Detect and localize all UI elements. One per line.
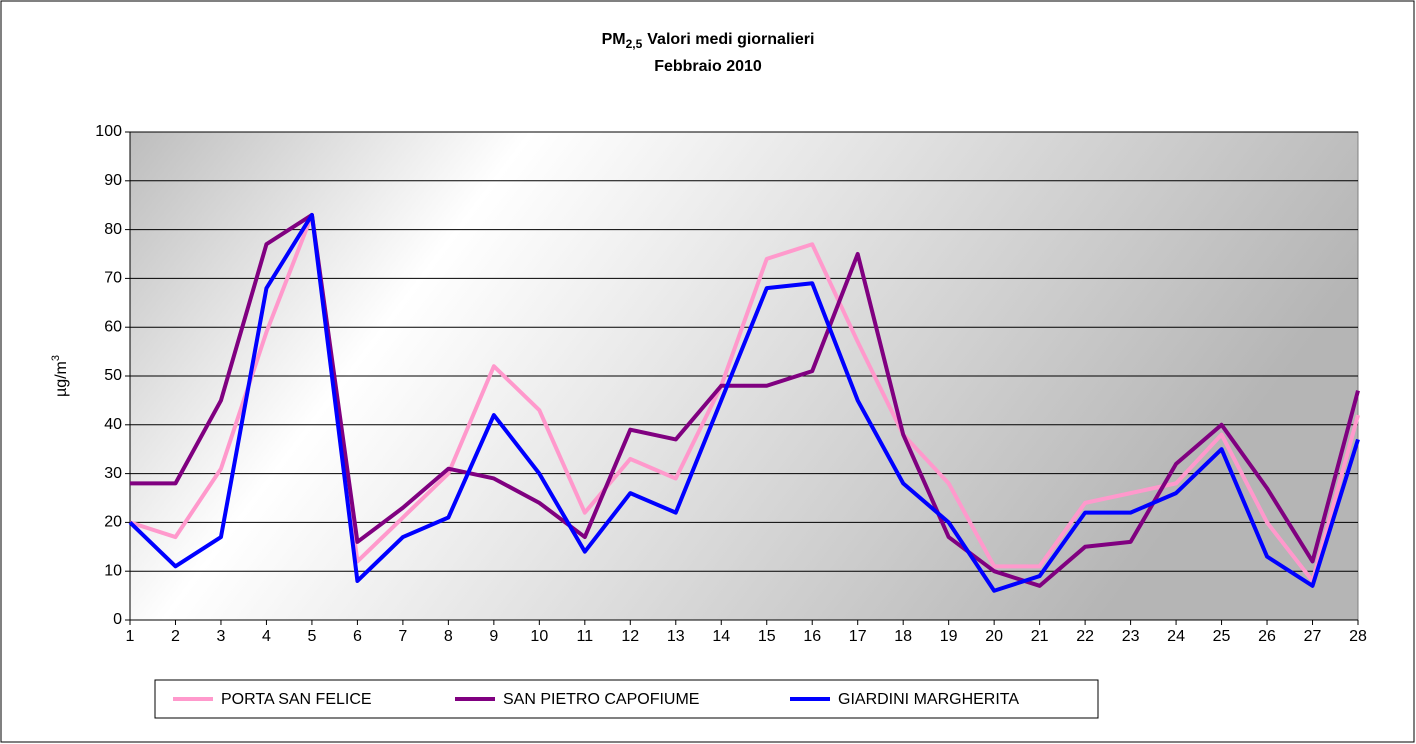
y-tick-label: 50 xyxy=(104,367,122,384)
y-tick-label: 60 xyxy=(104,318,122,335)
series-line xyxy=(128,212,1360,593)
y-tick-label: 80 xyxy=(104,221,122,238)
x-tick-label: 2 xyxy=(171,628,180,645)
legend xyxy=(154,679,1099,719)
legend-label: GIARDINI MARGHERITA xyxy=(838,691,1019,708)
x-tick-label: 9 xyxy=(489,628,498,645)
x-tick-label: 1 xyxy=(126,628,135,645)
y-tick-label: 90 xyxy=(104,172,122,189)
y-tick-label: 30 xyxy=(104,465,122,482)
y-tick-label: 20 xyxy=(104,514,122,531)
x-tick-label: 4 xyxy=(262,628,271,645)
x-tick-label: 18 xyxy=(894,628,912,645)
y-tick-label: 70 xyxy=(104,270,122,287)
x-tick-label: 6 xyxy=(353,628,362,645)
chart-subtitle: Febbraio 2010 xyxy=(654,58,762,75)
x-tick-label: 26 xyxy=(1258,628,1276,645)
x-tick-label: 23 xyxy=(1122,628,1140,645)
chart-title: PM2,5 Valori medi giornalieri xyxy=(602,31,815,51)
y-axis-label: µg/m3 xyxy=(50,355,70,397)
x-tick-label: 21 xyxy=(1031,628,1049,645)
x-tick-label: 15 xyxy=(758,628,776,645)
x-tick-label: 17 xyxy=(849,628,867,645)
x-tick-label: 7 xyxy=(398,628,407,645)
x-tick-label: 25 xyxy=(1213,628,1231,645)
y-tick-label: 0 xyxy=(113,611,122,628)
x-tick-label: 14 xyxy=(712,628,730,645)
x-tick-label: 16 xyxy=(803,628,821,645)
x-tick-label: 22 xyxy=(1076,628,1094,645)
x-tick-label: 19 xyxy=(940,628,958,645)
legend-label: SAN PIETRO CAPOFIUME xyxy=(503,691,699,708)
x-tick-label: 20 xyxy=(985,628,1003,645)
x-tick-label: 3 xyxy=(217,628,226,645)
x-tick-label: 27 xyxy=(1304,628,1322,645)
y-tick-label: 40 xyxy=(104,416,122,433)
x-tick-label: 12 xyxy=(621,628,639,645)
x-tick-label: 10 xyxy=(530,628,548,645)
x-tick-label: 24 xyxy=(1167,628,1185,645)
x-tick-label: 8 xyxy=(444,628,453,645)
y-tick-label: 100 xyxy=(95,123,122,140)
x-tick-label: 11 xyxy=(577,628,594,645)
title-main: PM xyxy=(602,31,626,48)
title-subscript: 2,5 xyxy=(626,37,643,51)
y-tick-label: 10 xyxy=(104,562,122,579)
y-label-main: µg/m xyxy=(53,361,70,397)
y-label-superscript: 3 xyxy=(50,355,62,361)
legend-label: PORTA SAN FELICE xyxy=(221,691,372,708)
title-rest: Valori medi giornalieri xyxy=(647,31,814,48)
x-tick-label: 5 xyxy=(307,628,316,645)
x-tick-label: 28 xyxy=(1349,628,1367,645)
x-tick-label: 13 xyxy=(667,628,685,645)
